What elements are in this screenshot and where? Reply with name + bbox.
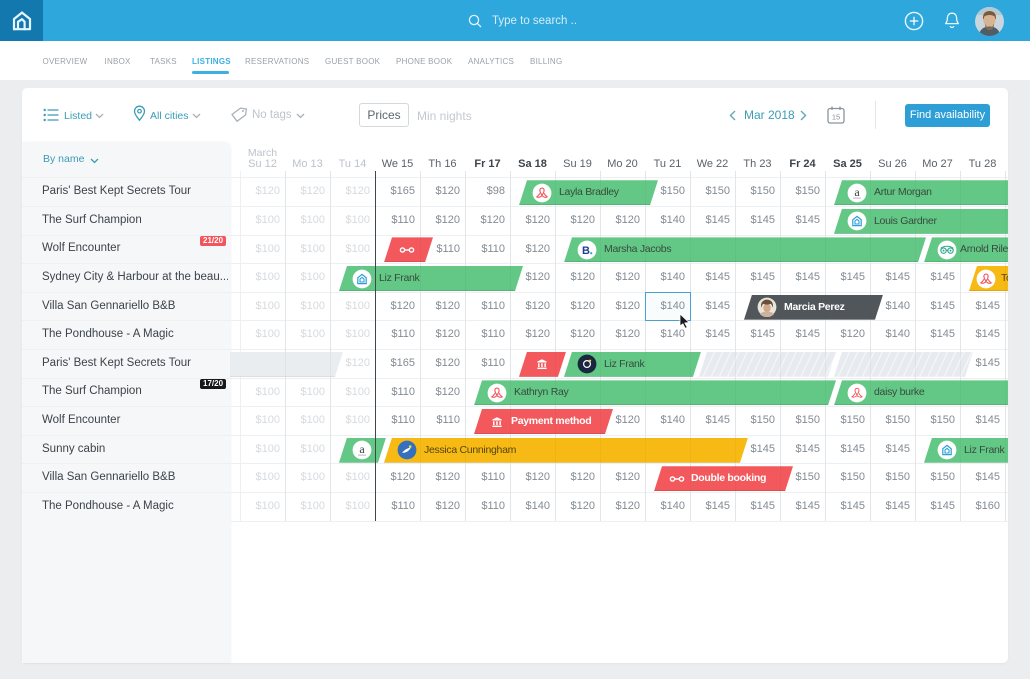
svg-text:B: B bbox=[582, 245, 590, 257]
svg-text:a: a bbox=[359, 442, 365, 456]
svg-text:15: 15 bbox=[832, 113, 840, 122]
svg-text:a: a bbox=[854, 185, 860, 199]
